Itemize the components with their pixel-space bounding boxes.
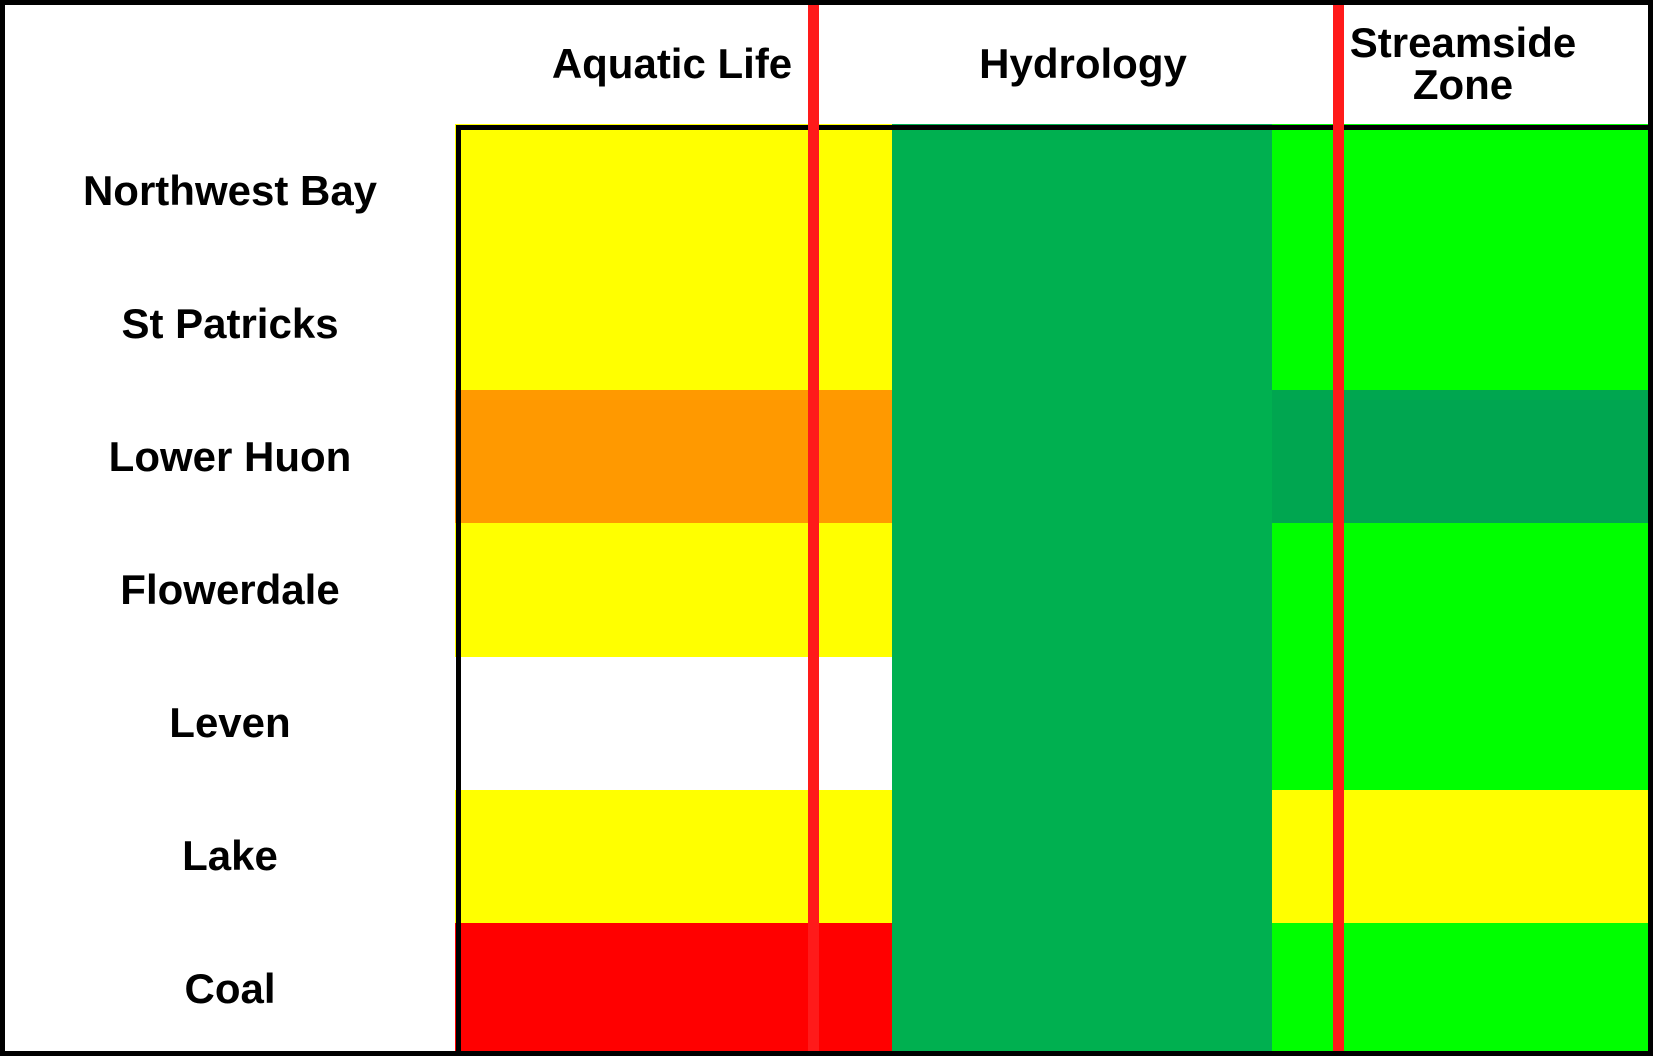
cell [892,922,1273,1051]
row-label: Flowerdale [120,565,340,613]
cell [455,789,893,924]
cell [892,257,1273,392]
column-header: Streamside Zone [1349,19,1577,108]
cell [455,523,893,658]
cell [455,257,893,392]
cell [892,789,1273,924]
row-label: Coal [184,965,276,1013]
row-label: Northwest Bay [82,166,378,214]
cell [455,656,893,791]
column-header: Aquatic Life [551,40,793,87]
row-label: Lower Huon [108,432,352,480]
divider-line [808,5,819,1051]
cell [455,124,893,259]
column-header: Hydrology [979,40,1187,87]
cell [892,523,1273,658]
cell [892,390,1273,525]
row-label: Lake [182,832,278,880]
grid-frame [456,125,1648,1051]
cell [892,656,1273,791]
cell [455,390,893,525]
row-label: St Patricks [121,299,339,347]
cell [892,124,1273,259]
divider-line [1333,5,1344,1051]
row-label: Leven [169,699,291,747]
cell [455,922,893,1051]
